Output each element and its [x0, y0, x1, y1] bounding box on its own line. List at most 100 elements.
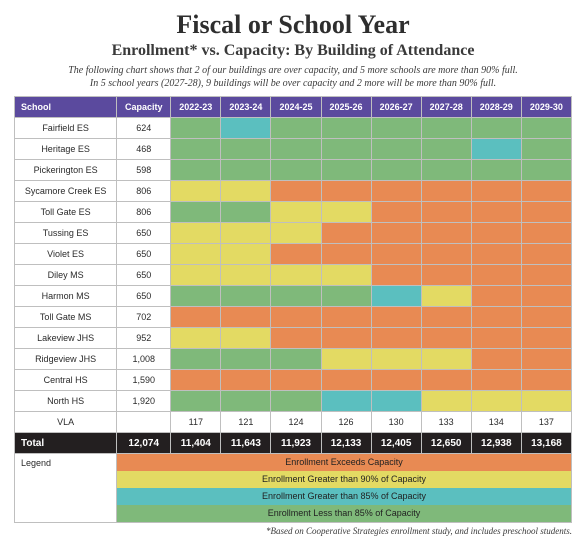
status-cell: [421, 328, 471, 349]
col-year: 2029-30: [521, 97, 571, 118]
status-cell: [271, 160, 321, 181]
capacity-value: 650: [117, 265, 171, 286]
status-cell: [471, 160, 521, 181]
total-value: 11,404: [171, 433, 221, 454]
status-cell: [471, 223, 521, 244]
school-name: VLA: [15, 412, 117, 433]
school-name: Heritage ES: [15, 139, 117, 160]
vla-value: 126: [321, 412, 371, 433]
capacity-value: 1,590: [117, 370, 171, 391]
status-cell: [321, 181, 371, 202]
status-cell: [171, 118, 221, 139]
status-cell: [521, 370, 571, 391]
legend-label: Legend: [15, 454, 117, 522]
status-cell: [371, 160, 421, 181]
status-cell: [171, 181, 221, 202]
status-cell: [421, 391, 471, 412]
status-cell: [471, 265, 521, 286]
status-cell: [371, 139, 421, 160]
status-cell: [271, 244, 321, 265]
status-cell: [521, 286, 571, 307]
status-cell: [221, 286, 271, 307]
school-name: Pickerington ES: [15, 160, 117, 181]
status-cell: [271, 265, 321, 286]
status-cell: [371, 307, 421, 328]
status-cell: [221, 370, 271, 391]
status-cell: [321, 202, 371, 223]
table-row: Heritage ES468: [15, 139, 572, 160]
status-cell: [321, 349, 371, 370]
status-cell: [421, 286, 471, 307]
status-cell: [321, 160, 371, 181]
table-row: Diley MS650: [15, 265, 572, 286]
total-value: 12,650: [421, 433, 471, 454]
status-cell: [271, 307, 321, 328]
table-row-total: Total12,07411,40411,64311,92312,13312,40…: [15, 433, 572, 454]
capacity-value: 624: [117, 118, 171, 139]
total-value: 12,938: [471, 433, 521, 454]
caption: The following chart shows that 2 of our …: [14, 64, 572, 90]
status-cell: [171, 391, 221, 412]
status-cell: [421, 223, 471, 244]
status-cell: [421, 370, 471, 391]
status-cell: [521, 328, 571, 349]
status-cell: [171, 202, 221, 223]
status-cell: [371, 244, 421, 265]
status-cell: [471, 370, 521, 391]
capacity-value: 598: [117, 160, 171, 181]
status-cell: [221, 307, 271, 328]
total-value: 12,133: [321, 433, 371, 454]
status-cell: [421, 349, 471, 370]
school-name: Toll Gate ES: [15, 202, 117, 223]
table-header-row: School Capacity 2022-23 2023-24 2024-25 …: [15, 97, 572, 118]
status-cell: [321, 139, 371, 160]
status-cell: [221, 244, 271, 265]
col-year: 2026-27: [371, 97, 421, 118]
status-cell: [321, 118, 371, 139]
status-cell: [521, 160, 571, 181]
status-cell: [321, 328, 371, 349]
status-cell: [371, 328, 421, 349]
status-cell: [371, 370, 421, 391]
school-name: Toll Gate MS: [15, 307, 117, 328]
vla-value: 121: [221, 412, 271, 433]
status-cell: [271, 181, 321, 202]
status-cell: [471, 286, 521, 307]
status-cell: [471, 244, 521, 265]
legend-item-gt90: Enrollment Greater than 90% of Capacity: [117, 471, 571, 488]
table-row: Tussing ES650: [15, 223, 572, 244]
status-cell: [371, 265, 421, 286]
table-row: North HS1,920: [15, 391, 572, 412]
school-name: Diley MS: [15, 265, 117, 286]
status-cell: [271, 391, 321, 412]
page-title: Fiscal or School Year: [14, 10, 572, 40]
status-cell: [371, 202, 421, 223]
status-cell: [321, 265, 371, 286]
status-cell: [521, 391, 571, 412]
table-row: Toll Gate MS702: [15, 307, 572, 328]
status-cell: [371, 391, 421, 412]
table-row: Ridgeview JHS1,008: [15, 349, 572, 370]
school-name: Sycamore Creek ES: [15, 181, 117, 202]
vla-value: 137: [521, 412, 571, 433]
status-cell: [421, 139, 471, 160]
status-cell: [271, 118, 321, 139]
status-cell: [371, 118, 421, 139]
status-cell: [221, 118, 271, 139]
status-cell: [171, 244, 221, 265]
capacity-value: 468: [117, 139, 171, 160]
status-cell: [471, 328, 521, 349]
page-subtitle: Enrollment* vs. Capacity: By Building of…: [14, 42, 572, 60]
caption-line-1: The following chart shows that 2 of our …: [68, 65, 518, 76]
table-row: Pickerington ES598: [15, 160, 572, 181]
status-cell: [321, 391, 371, 412]
status-cell: [321, 244, 371, 265]
vla-value: 130: [371, 412, 421, 433]
total-value: 13,168: [521, 433, 571, 454]
school-name: Central HS: [15, 370, 117, 391]
caption-line-2: In 5 school years (2027-28), 9 buildings…: [90, 78, 496, 89]
status-cell: [471, 139, 521, 160]
status-cell: [171, 265, 221, 286]
status-cell: [221, 139, 271, 160]
status-cell: [421, 181, 471, 202]
